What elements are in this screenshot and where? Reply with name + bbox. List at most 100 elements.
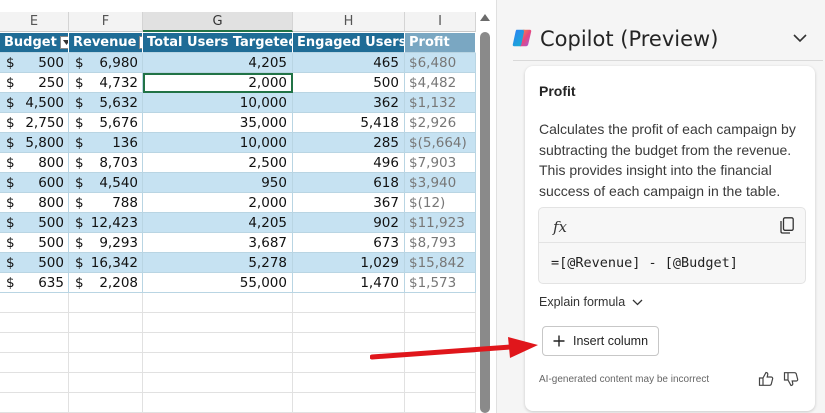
empty-cell[interactable]	[293, 393, 405, 413]
empty-cell[interactable]	[293, 313, 405, 333]
empty-cell[interactable]	[143, 373, 293, 393]
scroll-up-arrow-icon[interactable]	[480, 14, 490, 21]
empty-cell[interactable]	[0, 373, 69, 393]
profit-cell[interactable]: $(5,664)	[405, 133, 476, 153]
engaged-cell[interactable]: 618	[293, 173, 405, 193]
empty-cell[interactable]	[0, 353, 69, 373]
engaged-cell[interactable]: 1,029	[293, 253, 405, 273]
targeted-cell[interactable]: 2,500	[143, 153, 293, 173]
revenue-cell[interactable]: $136	[69, 133, 143, 153]
budget-cell[interactable]: $800	[0, 153, 69, 173]
targeted-cell[interactable]: 3,687	[143, 233, 293, 253]
targeted-cell[interactable]: 2,000	[143, 73, 293, 93]
budget-cell[interactable]: $500	[0, 233, 69, 253]
header-budget[interactable]: Budget	[0, 33, 69, 53]
budget-cell[interactable]: $600	[0, 173, 69, 193]
column-header-g[interactable]: G	[143, 12, 293, 32]
empty-cell[interactable]	[69, 293, 143, 313]
empty-cell[interactable]	[293, 293, 405, 313]
engaged-cell[interactable]: 673	[293, 233, 405, 253]
targeted-cell[interactable]: 35,000	[143, 113, 293, 133]
engaged-cell[interactable]: 362	[293, 93, 405, 113]
copy-icon[interactable]	[780, 217, 794, 234]
empty-cell[interactable]	[405, 393, 476, 413]
explain-formula-toggle[interactable]: Explain formula	[539, 295, 643, 309]
engaged-cell[interactable]: 496	[293, 153, 405, 173]
targeted-cell[interactable]: 10,000	[143, 93, 293, 113]
vertical-scrollbar[interactable]	[476, 0, 496, 413]
empty-cell[interactable]	[69, 333, 143, 353]
budget-cell[interactable]: $250	[0, 73, 69, 93]
revenue-cell[interactable]: $12,423	[69, 213, 143, 233]
empty-cell[interactable]	[293, 353, 405, 373]
empty-cell[interactable]	[143, 293, 293, 313]
targeted-cell[interactable]: 950	[143, 173, 293, 193]
header-revenue[interactable]: Revenue	[69, 33, 143, 53]
header-profit[interactable]: Profit	[405, 33, 476, 53]
budget-cell[interactable]: $4,500	[0, 93, 69, 113]
targeted-cell[interactable]: 55,000	[143, 273, 293, 293]
empty-cell[interactable]	[69, 313, 143, 333]
thumbs-down-icon[interactable]	[783, 371, 799, 387]
column-header-i[interactable]: I	[405, 12, 476, 32]
budget-cell[interactable]: $500	[0, 53, 69, 73]
engaged-cell[interactable]: 1,470	[293, 273, 405, 293]
empty-cell[interactable]	[405, 293, 476, 313]
targeted-cell[interactable]: 10,000	[143, 133, 293, 153]
budget-cell[interactable]: $500	[0, 213, 69, 233]
profit-cell[interactable]: $1,573	[405, 273, 476, 293]
filter-dropdown-icon[interactable]	[59, 36, 68, 49]
column-header-f[interactable]: F	[69, 12, 143, 32]
budget-cell[interactable]: $2,750	[0, 113, 69, 133]
empty-cell[interactable]	[293, 373, 405, 393]
profit-cell[interactable]: $3,940	[405, 173, 476, 193]
insert-column-button[interactable]: Insert column	[542, 326, 659, 356]
engaged-cell[interactable]: 285	[293, 133, 405, 153]
empty-cell[interactable]	[69, 373, 143, 393]
engaged-cell[interactable]: 500	[293, 73, 405, 93]
targeted-cell[interactable]: 4,205	[143, 213, 293, 233]
engaged-cell[interactable]: 367	[293, 193, 405, 213]
budget-cell[interactable]: $500	[0, 253, 69, 273]
targeted-cell[interactable]: 4,205	[143, 53, 293, 73]
profit-cell[interactable]: $6,480	[405, 53, 476, 73]
column-header-e[interactable]: E	[0, 12, 69, 32]
profit-cell[interactable]: $8,793	[405, 233, 476, 253]
empty-cell[interactable]	[293, 333, 405, 353]
profit-cell[interactable]: $2,926	[405, 113, 476, 133]
empty-cell[interactable]	[0, 293, 69, 313]
profit-cell[interactable]: $(12)	[405, 193, 476, 213]
scrollbar-thumb[interactable]	[480, 32, 490, 413]
revenue-cell[interactable]: $4,732	[69, 73, 143, 93]
empty-cell[interactable]	[405, 353, 476, 373]
revenue-cell[interactable]: $5,632	[69, 93, 143, 113]
empty-cell[interactable]	[405, 373, 476, 393]
header-engaged-users[interactable]: Engaged Users	[293, 33, 405, 53]
empty-cell[interactable]	[69, 393, 143, 413]
empty-cell[interactable]	[0, 333, 69, 353]
targeted-cell[interactable]: 2,000	[143, 193, 293, 213]
empty-cell[interactable]	[143, 333, 293, 353]
revenue-cell[interactable]: $16,342	[69, 253, 143, 273]
empty-cell[interactable]	[0, 313, 69, 333]
profit-cell[interactable]: $1,132	[405, 93, 476, 113]
empty-cell[interactable]	[0, 393, 69, 413]
engaged-cell[interactable]: 5,418	[293, 113, 405, 133]
revenue-cell[interactable]: $4,540	[69, 173, 143, 193]
chevron-down-icon[interactable]	[793, 34, 807, 43]
profit-cell[interactable]: $11,923	[405, 213, 476, 233]
engaged-cell[interactable]: 902	[293, 213, 405, 233]
profit-cell[interactable]: $7,903	[405, 153, 476, 173]
filter-dropdown-icon[interactable]	[139, 36, 142, 49]
revenue-cell[interactable]: $5,676	[69, 113, 143, 133]
revenue-cell[interactable]: $9,293	[69, 233, 143, 253]
budget-cell[interactable]: $635	[0, 273, 69, 293]
revenue-cell[interactable]: $6,980	[69, 53, 143, 73]
profit-cell[interactable]: $15,842	[405, 253, 476, 273]
empty-cell[interactable]	[143, 393, 293, 413]
revenue-cell[interactable]: $2,208	[69, 273, 143, 293]
empty-cell[interactable]	[405, 333, 476, 353]
budget-cell[interactable]: $800	[0, 193, 69, 213]
empty-cell[interactable]	[143, 313, 293, 333]
header-total-users-targeted[interactable]: Total Users Targeted	[143, 33, 293, 53]
